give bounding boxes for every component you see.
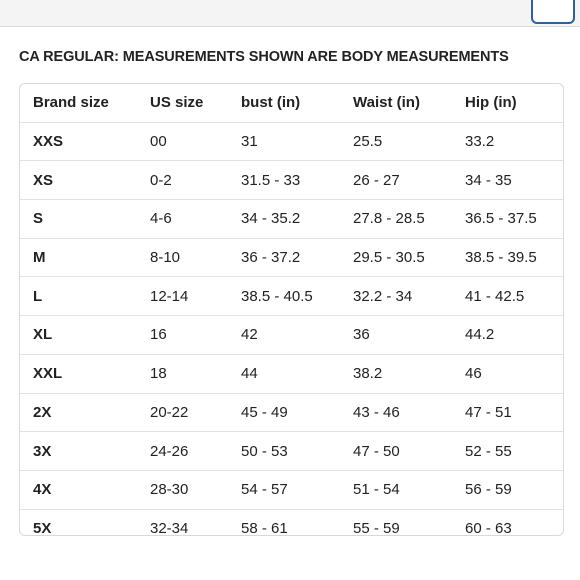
table-cell: 00 bbox=[150, 122, 241, 162]
table-cell: XXL bbox=[20, 354, 150, 394]
table-cell: M bbox=[20, 238, 150, 278]
table-cell: 45 - 49 bbox=[241, 393, 353, 433]
table-cell: 52 - 55 bbox=[465, 431, 563, 471]
table-cell: XL bbox=[20, 315, 150, 355]
table-cell: 44 bbox=[241, 354, 353, 394]
table-cell: XS bbox=[20, 160, 150, 201]
table-row: 5X 32-34 58 - 61 55 - 59 60 - 63 bbox=[20, 509, 563, 536]
table-cell: 29.5 - 30.5 bbox=[353, 238, 465, 278]
table-cell: 36.5 - 37.5 bbox=[465, 199, 563, 239]
table-cell: 43 - 46 bbox=[353, 393, 465, 433]
table-cell: 58 - 61 bbox=[241, 519, 288, 536]
table-cell: 32-34 bbox=[150, 519, 189, 536]
table-row: XL 16 42 36 44.2 bbox=[20, 315, 563, 355]
table-cell: 47 - 50 bbox=[353, 431, 465, 471]
table-cell: 54 - 57 bbox=[241, 470, 353, 510]
table-cell: 2X bbox=[20, 393, 150, 433]
header-cell: Brand size bbox=[20, 84, 150, 123]
table-cell: 5X bbox=[33, 519, 52, 536]
table-row: 2X 20-22 45 - 49 43 - 46 47 - 51 bbox=[20, 393, 563, 433]
table-cell: L bbox=[20, 276, 150, 317]
table-row: XXS 00 31 25.5 33.2 bbox=[20, 122, 563, 162]
table-cell: 26 - 27 bbox=[353, 160, 465, 201]
table-body: XXS 00 31 25.5 33.2 XS 0-2 31.5 - 33 26 - 27 34 -… bbox=[20, 122, 563, 536]
table-row: 3X 24-26 50 - 53 47 - 50 52 - 55 bbox=[20, 431, 563, 471]
table-cell: 3X bbox=[20, 431, 150, 471]
table-cell: 56 - 59 bbox=[465, 470, 563, 510]
table-row: L 12-14 38.5 - 40.5 32.2 - 34 41 - 42.5 bbox=[20, 276, 563, 317]
table-cell: 18 bbox=[150, 354, 241, 394]
table-cell: 4X bbox=[20, 470, 150, 510]
table-cell: XXS bbox=[20, 122, 150, 162]
table-cell: 12-14 bbox=[150, 276, 241, 317]
table-cell: 38.5 - 40.5 bbox=[241, 276, 353, 317]
size-table: Brand size US size bust (in) Waist (in) Hip … bbox=[20, 84, 563, 536]
table-cell: 60 - 63 bbox=[465, 519, 512, 536]
table-cell: 38.2 bbox=[353, 354, 465, 394]
table-cell: 24-26 bbox=[150, 431, 241, 471]
table-cell: 4-6 bbox=[150, 199, 241, 239]
table-cell: 51 - 54 bbox=[353, 470, 465, 510]
table-cell: 38.5 - 39.5 bbox=[465, 238, 563, 278]
table-cell: 0-2 bbox=[150, 160, 241, 201]
header-cell: Waist (in) bbox=[353, 84, 465, 123]
table-cell: 42 bbox=[241, 315, 353, 355]
table-row: 4X 28-30 54 - 57 51 - 54 56 - 59 bbox=[20, 470, 563, 510]
header-cell: US size bbox=[150, 84, 241, 123]
table-cell: 47 - 51 bbox=[465, 393, 563, 433]
table-row: S 4-6 34 - 35.2 27.8 - 28.5 36.5 - 37.5 bbox=[20, 199, 563, 239]
table-cell: 31.5 - 33 bbox=[241, 160, 353, 201]
table-cell: 8-10 bbox=[150, 238, 241, 278]
table-cell: 46 bbox=[465, 354, 563, 394]
header-cell: bust (in) bbox=[241, 84, 353, 123]
table-cell: 32.2 - 34 bbox=[353, 276, 465, 317]
table-cell: 31 bbox=[241, 122, 353, 162]
table-cell: 44.2 bbox=[465, 315, 563, 355]
table-cell: 55 - 59 bbox=[353, 519, 400, 536]
table-row: M 8-10 36 - 37.2 29.5 - 30.5 38.5 - 39.5 bbox=[20, 238, 563, 278]
size-table-box: Brand size US size bust (in) Waist (in) Hip … bbox=[19, 83, 564, 536]
table-cell: 27.8 - 28.5 bbox=[353, 199, 465, 239]
table-row: XXL 18 44 38.2 46 bbox=[20, 354, 563, 394]
table-cell: 28-30 bbox=[150, 470, 241, 510]
header-row: Brand size US size bust (in) Waist (in) Hip … bbox=[20, 84, 563, 123]
header-cell: Hip (in) bbox=[465, 84, 563, 123]
table-cell: 36 bbox=[353, 315, 465, 355]
table-row: XS 0-2 31.5 - 33 26 - 27 34 - 35 bbox=[20, 160, 563, 201]
table-cell: 36 - 37.2 bbox=[241, 238, 353, 278]
table-cell: 50 - 53 bbox=[241, 431, 353, 471]
table-cell: 16 bbox=[150, 315, 241, 355]
top-bar bbox=[0, 0, 580, 27]
table-cell: 34 - 35 bbox=[465, 160, 563, 201]
table-cell: 41 - 42.5 bbox=[465, 276, 563, 317]
table-cell: 20-22 bbox=[150, 393, 241, 433]
heading: CA REGULAR: MEASUREMENTS SHOWN ARE BODY … bbox=[19, 49, 509, 65]
table-cell: 33.2 bbox=[465, 122, 563, 162]
close-button[interactable] bbox=[531, 0, 575, 24]
table-cell: 25.5 bbox=[353, 122, 465, 162]
table-cell: 34 - 35.2 bbox=[241, 199, 353, 239]
table-cell: S bbox=[20, 199, 150, 239]
